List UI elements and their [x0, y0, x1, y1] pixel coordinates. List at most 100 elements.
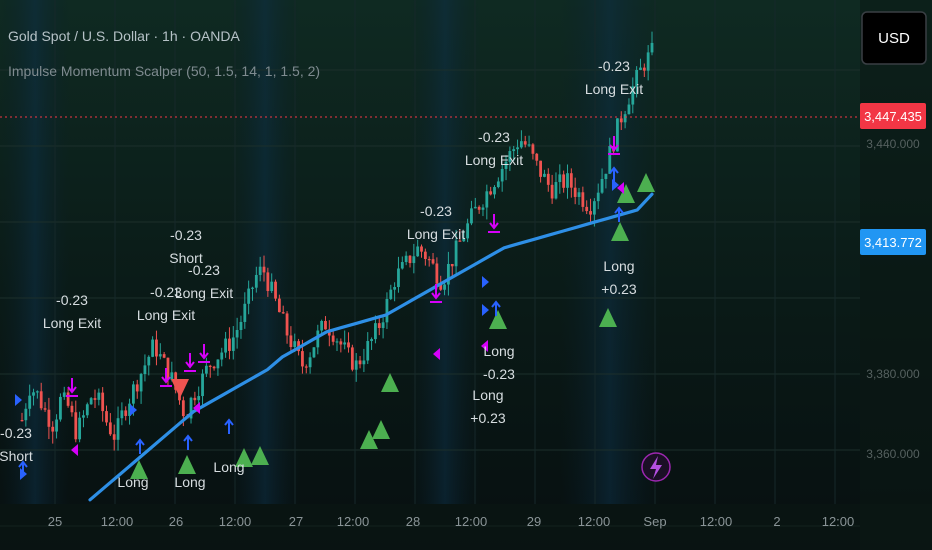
- x-tick-label: 12:00: [455, 514, 488, 529]
- candle-body: [308, 357, 312, 368]
- candle-body: [470, 208, 473, 224]
- buy-signal-triangle: [611, 222, 629, 241]
- trade-label-sub: Long Exit: [407, 226, 465, 242]
- candle-body: [224, 338, 227, 353]
- candle-body: [120, 410, 124, 419]
- candle-body: [370, 339, 373, 342]
- candle-body: [70, 405, 74, 413]
- candle-body: [523, 141, 527, 145]
- buy-signal-triangle: [617, 184, 635, 203]
- candle-body: [562, 174, 566, 188]
- x-tick-label: 12:00: [700, 514, 733, 529]
- candle-body: [504, 161, 508, 169]
- candle-body: [397, 268, 400, 288]
- candle-body: [408, 255, 412, 264]
- candle-body: [55, 419, 58, 432]
- exit-arrow-head: [489, 222, 499, 230]
- x-tick-label: Sep: [643, 514, 666, 529]
- currency-button[interactable]: USD: [861, 11, 927, 65]
- indicator-title: Impulse Momentum Scalper (50, 1.5, 14, 1…: [8, 63, 320, 79]
- x-tick-label: 12:00: [822, 514, 855, 529]
- candle-body: [623, 114, 627, 123]
- candle-body: [158, 354, 162, 357]
- x-tick-label: 12:00: [337, 514, 370, 529]
- candle-body: [139, 374, 143, 392]
- candle-body: [339, 341, 343, 345]
- candle-body: [231, 337, 235, 351]
- candle-body: [527, 144, 531, 146]
- exit-arrow-head: [161, 376, 171, 384]
- candle-body: [59, 396, 62, 420]
- x-axis-ticks: 25 12:00 26 12:00 27 12:00 28 12:00 29 12:00 Sep 12…: [48, 514, 855, 529]
- candle-body: [608, 145, 612, 174]
- candle-body: [247, 288, 251, 304]
- candle-body: [600, 179, 604, 193]
- candle-body: [66, 392, 70, 406]
- candle-body: [535, 153, 539, 161]
- x-tick-label: 12:00: [219, 514, 252, 529]
- trade-label: Long: [213, 459, 244, 475]
- candle-body: [347, 342, 350, 348]
- candle-body: [262, 266, 266, 273]
- candle-body: [312, 347, 316, 358]
- candle-body: [650, 42, 654, 53]
- candle-body: [481, 207, 485, 210]
- candle-body: [635, 69, 639, 87]
- trade-label: -0.23: [478, 129, 510, 145]
- candle-body: [385, 298, 389, 323]
- candle-body: [170, 372, 174, 380]
- session-band: [410, 0, 480, 504]
- x-tick-label: 26: [169, 514, 183, 529]
- candle-body: [128, 403, 131, 416]
- candle-body: [427, 259, 431, 261]
- candle-body: [354, 360, 358, 370]
- buy-signal-triangle: [360, 430, 378, 449]
- time-axis-area[interactable]: [0, 504, 932, 550]
- buy-signal-triangle: [599, 308, 617, 327]
- trade-label-sub: Long Exit: [585, 81, 643, 97]
- candle-body: [631, 86, 635, 105]
- trade-signals: [15, 136, 655, 480]
- candle-body: [642, 67, 646, 71]
- candle-body: [258, 266, 262, 275]
- candle-body: [493, 187, 496, 195]
- price-axis-area[interactable]: [860, 0, 932, 550]
- lightning-bolt-button[interactable]: [641, 452, 671, 482]
- candle-body: [423, 251, 427, 260]
- candle-body: [458, 240, 462, 242]
- candle-body: [135, 384, 139, 392]
- candle-body: [132, 384, 135, 404]
- candle-body: [89, 398, 93, 405]
- candle-body: [335, 341, 339, 343]
- marker-triangle: [71, 444, 78, 456]
- candle-body: [32, 392, 35, 396]
- candle-body: [439, 283, 443, 290]
- candle-body: [166, 357, 170, 380]
- trade-label-sub: Short: [0, 448, 33, 464]
- trade-label-sub: Long Exit: [175, 285, 233, 301]
- candle-body: [539, 160, 542, 177]
- candle-body: [74, 412, 78, 440]
- trade-label: -0.23: [150, 284, 182, 300]
- candle-body: [489, 191, 493, 195]
- candle-body: [220, 352, 224, 360]
- candle-body: [316, 330, 320, 348]
- candle-body: [592, 201, 596, 215]
- candle-body: [550, 184, 554, 199]
- candle-body: [454, 240, 458, 267]
- candle-body: [93, 398, 97, 400]
- trade-label-sub: +0.23: [470, 410, 506, 426]
- candle-body: [435, 263, 439, 284]
- candle-body: [589, 211, 592, 215]
- entry-arrow-head: [18, 460, 28, 468]
- candle-body: [289, 335, 293, 348]
- entry-arrow-head: [614, 206, 624, 214]
- currency-label: USD: [878, 30, 910, 47]
- candle-body: [281, 312, 285, 314]
- candle-body: [35, 391, 39, 393]
- trade-label-sub: -0.23: [483, 366, 515, 382]
- candle-body: [147, 356, 151, 366]
- candle-body: [508, 151, 512, 162]
